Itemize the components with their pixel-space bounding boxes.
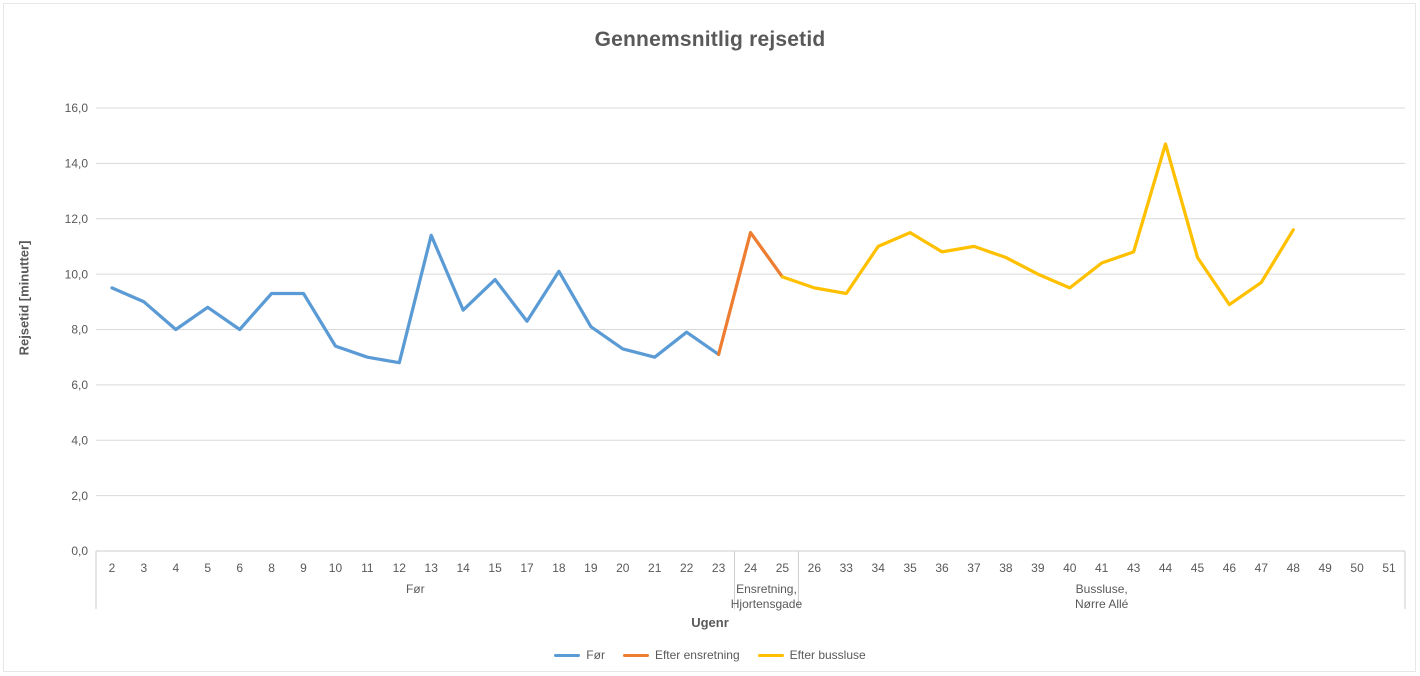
chart-title: Gennemsnitlig rejsetid xyxy=(594,28,826,51)
x-axis-title: Ugenr xyxy=(691,615,729,630)
category-label-44: 44 xyxy=(1159,561,1173,575)
category-label-4: 4 xyxy=(172,561,179,575)
category-label-50: 50 xyxy=(1350,561,1364,575)
category-label-49: 49 xyxy=(1319,561,1333,575)
category-label-35: 35 xyxy=(903,561,917,575)
legend-item-efter-ensretning: Efter ensretning xyxy=(622,648,740,662)
category-label-23: 23 xyxy=(712,561,726,575)
category-label-40: 40 xyxy=(1063,561,1077,575)
category-label-51: 51 xyxy=(1382,561,1396,575)
series-lines xyxy=(110,142,1295,365)
y-axis-tick-labels: 0,0 2,0 4,0 6,0 8,0 10,0 12,0 14,0 16,0 xyxy=(65,101,89,558)
series-line-f-r xyxy=(110,233,721,365)
category-label-9: 9 xyxy=(300,561,307,575)
y-tick-label-12-0: 12,0 xyxy=(65,212,89,226)
category-label-12: 12 xyxy=(393,561,407,575)
category-label-10: 10 xyxy=(329,561,343,575)
series-line-efter-ensretning xyxy=(716,230,785,357)
category-label-43: 43 xyxy=(1127,561,1141,575)
category-label-22: 22 xyxy=(680,561,694,575)
legend-label-foer: Før xyxy=(586,648,605,662)
legend-label-efter-bussluse: Efter bussluse xyxy=(789,648,866,662)
x-axis-category-labels: 2 3 4 5 6 8 9 10 11 12 13 14 15 17 18 19 20 21 22 23 24 25 26 3… xyxy=(109,561,1396,575)
category-label-14: 14 xyxy=(456,561,470,575)
category-label-8: 8 xyxy=(268,561,275,575)
y-tick-label-4-0: 4,0 xyxy=(71,433,88,447)
series-line-efter-bussluse xyxy=(780,142,1295,307)
y-tick-label-6-0: 6,0 xyxy=(71,378,88,392)
category-label-6: 6 xyxy=(236,561,243,575)
category-label-34: 34 xyxy=(872,561,886,575)
category-label-20: 20 xyxy=(616,561,630,575)
legend-line-sample-efter-ensretning xyxy=(622,653,649,657)
category-label-18: 18 xyxy=(552,561,566,575)
y-tick-label-0-0: 0,0 xyxy=(71,544,88,558)
axis-lines xyxy=(95,550,1406,609)
legend: Før Efter ensretning Efter bussluse xyxy=(0,648,1420,662)
category-label-37: 37 xyxy=(967,561,981,575)
category-label-46: 46 xyxy=(1223,561,1237,575)
group-label-f-r-line1: Før xyxy=(406,582,425,596)
x-axis-group-labels: Før Ensretning,Hjortensgade Bussluse,Nørre… xyxy=(406,582,1129,611)
category-label-26: 26 xyxy=(808,561,822,575)
category-label-36: 36 xyxy=(935,561,949,575)
category-label-24: 24 xyxy=(744,561,758,575)
category-label-3: 3 xyxy=(141,561,148,575)
category-label-5: 5 xyxy=(204,561,211,575)
category-label-48: 48 xyxy=(1287,561,1301,575)
legend-line-sample-efter-bussluse xyxy=(757,653,784,657)
legend-item-efter-bussluse: Efter bussluse xyxy=(757,648,866,662)
gridlines xyxy=(96,107,1405,497)
category-label-45: 45 xyxy=(1191,561,1205,575)
category-label-41: 41 xyxy=(1095,561,1109,575)
y-tick-label-10-0: 10,0 xyxy=(65,267,89,281)
category-label-13: 13 xyxy=(425,561,439,575)
y-tick-label-16-0: 16,0 xyxy=(65,101,89,115)
legend-line-sample-foer xyxy=(554,653,581,657)
category-label-38: 38 xyxy=(999,561,1013,575)
group-label-bussluse-n-rre-all-line1: Bussluse, xyxy=(1076,582,1128,596)
category-label-25: 25 xyxy=(776,561,790,575)
category-label-11: 11 xyxy=(361,561,374,575)
category-label-21: 21 xyxy=(648,561,662,575)
category-label-2: 2 xyxy=(109,561,116,575)
category-label-19: 19 xyxy=(584,561,598,575)
legend-item-foer: Før xyxy=(554,648,605,662)
y-tick-label-2-0: 2,0 xyxy=(71,489,88,503)
category-label-17: 17 xyxy=(520,561,534,575)
group-label-bussluse-n-rre-all-line2: Nørre Allé xyxy=(1075,597,1129,611)
y-tick-label-14-0: 14,0 xyxy=(65,157,89,171)
y-tick-label-8-0: 8,0 xyxy=(71,323,88,337)
category-label-47: 47 xyxy=(1255,561,1269,575)
group-label-ensretning-hjortensgade-line2: Hjortensgade xyxy=(731,597,803,611)
legend-label-efter-ensretning: Efter ensretning xyxy=(654,648,740,662)
category-label-15: 15 xyxy=(488,561,502,575)
category-label-33: 33 xyxy=(840,561,854,575)
group-label-ensretning-hjortensgade-line1: Ensretning, xyxy=(736,582,797,596)
category-label-39: 39 xyxy=(1031,561,1045,575)
